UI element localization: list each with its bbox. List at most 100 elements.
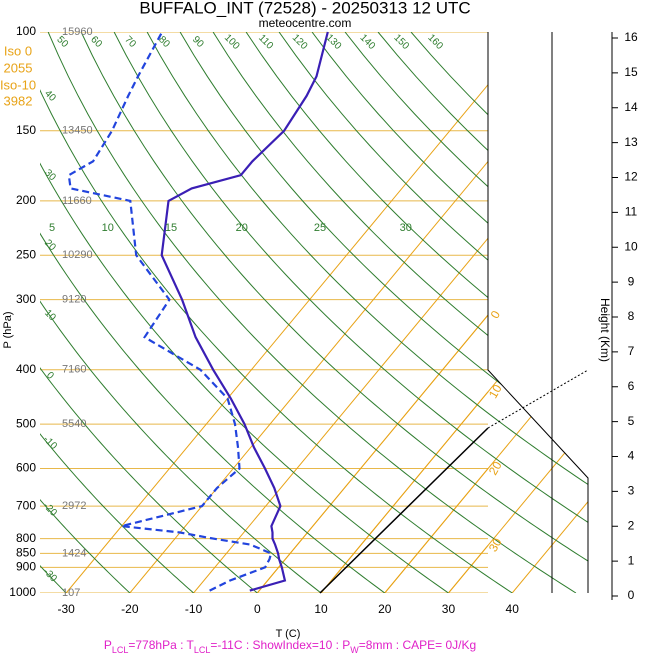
- footer-part: =-11C : ShowIndex=10 : P: [210, 638, 350, 652]
- y2-tick-label: 1: [628, 553, 635, 567]
- isotherm: [256, 32, 588, 593]
- isotherm: [384, 468, 489, 593]
- isotherm-label: 30: [486, 535, 505, 554]
- isobar-height: 5540: [62, 418, 86, 430]
- y-tick-label: 400: [16, 362, 36, 376]
- adiabat-label: 70: [122, 34, 138, 50]
- moist-label: 15: [165, 222, 177, 234]
- footer-part: P: [104, 638, 112, 652]
- adiabat-label: 30: [42, 167, 58, 183]
- isotherm-label: 0: [488, 308, 504, 321]
- info-label: 3982: [4, 93, 33, 108]
- y-tick-label: 100: [16, 24, 36, 38]
- y2-tick-label: 13: [624, 135, 638, 149]
- adiabat-label: 40: [42, 88, 58, 104]
- isotherm: [320, 391, 489, 593]
- y2-tick-label: 10: [624, 239, 638, 253]
- footer-part: =778hPa : T: [128, 638, 194, 652]
- dry-adiabat: [278, 32, 588, 593]
- y2-tick-label: 14: [624, 100, 638, 114]
- y2-tick-label: 11: [625, 205, 638, 219]
- y-tick-label: 500: [16, 416, 36, 430]
- dry-adiabat: [40, 32, 449, 593]
- dry-adiabat: [40, 32, 194, 593]
- grid: [40, 32, 588, 593]
- isotherm: [256, 314, 489, 593]
- isobar-height: 11660: [62, 195, 92, 207]
- adiabat-label: 10: [42, 308, 58, 324]
- y-tick-label: 200: [16, 193, 36, 207]
- adiabat-label: 110: [256, 33, 275, 52]
- chart-subtitle: meteocentre.com: [259, 16, 352, 30]
- x-tick-label: 10: [314, 602, 328, 616]
- adiabat-label: 150: [391, 32, 411, 52]
- dry-adiabat: [113, 32, 588, 593]
- profile-line: [67, 31, 273, 592]
- profile-line: [160, 31, 329, 592]
- x-tick-label: 20: [378, 602, 392, 616]
- x-axis-label: T (C): [276, 628, 301, 640]
- info-label: Iso-10: [0, 77, 36, 92]
- isobar-height: 13450: [62, 125, 93, 137]
- moist-label: 20: [236, 222, 248, 234]
- y2-tick-label: 7: [628, 344, 635, 358]
- y2-tick-label: 6: [628, 379, 635, 393]
- isobar-height: 9120: [62, 294, 86, 306]
- y2-tick-label: 5: [628, 414, 635, 428]
- y2-tick-label: 15: [624, 65, 638, 79]
- y-tick-label: 850: [16, 546, 36, 560]
- y2-axis-label: Height (Km): [598, 298, 612, 362]
- dry-adiabat: [212, 32, 588, 593]
- moist-label: 5: [49, 222, 55, 234]
- footer-sub: W: [350, 645, 359, 655]
- x-tick-label: 0: [254, 602, 261, 616]
- isobar-height: 107: [62, 587, 80, 599]
- dry-adiabat: [40, 32, 322, 593]
- x-tick-label: -30: [57, 602, 75, 616]
- y-tick-label: 300: [16, 292, 36, 306]
- isobar-height: 15960: [62, 26, 93, 38]
- footer-part: =8mm : CAPE= 0J/Kg: [359, 638, 476, 652]
- dry-adiabat: [40, 32, 131, 593]
- adiabat-label: 140: [358, 32, 378, 52]
- footer-sub: LCL: [112, 645, 129, 655]
- adiabat-label: 100: [222, 32, 242, 52]
- y-tick-label: 1000: [9, 585, 36, 599]
- isobar-height: 2972: [62, 500, 86, 512]
- isobar-height: 10290: [62, 249, 93, 261]
- adiabat-label: 90: [190, 34, 206, 50]
- isotherm: [511, 32, 588, 593]
- isobar-height: 1424: [62, 547, 86, 559]
- adiabat-label: -10: [41, 434, 59, 452]
- footer-sub: LCL: [194, 645, 211, 655]
- moist-label: 25: [314, 222, 326, 234]
- x-tick-label: 40: [506, 602, 520, 616]
- info-label: Iso 0: [4, 43, 32, 58]
- y-axis-label: P (hPa): [2, 311, 14, 348]
- y-tick-label: 150: [16, 123, 36, 137]
- y-tick-label: 250: [16, 247, 36, 261]
- isotherm: [65, 32, 533, 593]
- y-tick-label: 700: [16, 498, 36, 512]
- dry-adiabat: [245, 32, 588, 593]
- dry-adiabat: [40, 32, 258, 593]
- isotherm: [448, 32, 588, 593]
- info-label: 2055: [4, 60, 33, 75]
- moist-label: 10: [102, 222, 114, 234]
- adiabat-label: 120: [290, 32, 310, 52]
- hodograph-edge: [319, 427, 489, 594]
- x-tick-label: 30: [442, 602, 456, 616]
- panel-frame: [487, 32, 589, 593]
- y2-tick-label: 9: [628, 274, 635, 288]
- y-tick-label: 800: [16, 531, 36, 545]
- y2-tick-label: 2: [628, 518, 635, 532]
- dry-adiabat: [146, 32, 588, 593]
- isotherm-label: 10: [486, 382, 505, 401]
- y2-tick-label: 4: [628, 449, 635, 463]
- isotherm: [193, 32, 588, 593]
- dry-adiabat: [311, 32, 588, 593]
- isotherm: [448, 545, 489, 593]
- hodograph-edge: [487, 369, 589, 429]
- dry-adiabat: [40, 32, 386, 593]
- isotherm: [129, 32, 588, 593]
